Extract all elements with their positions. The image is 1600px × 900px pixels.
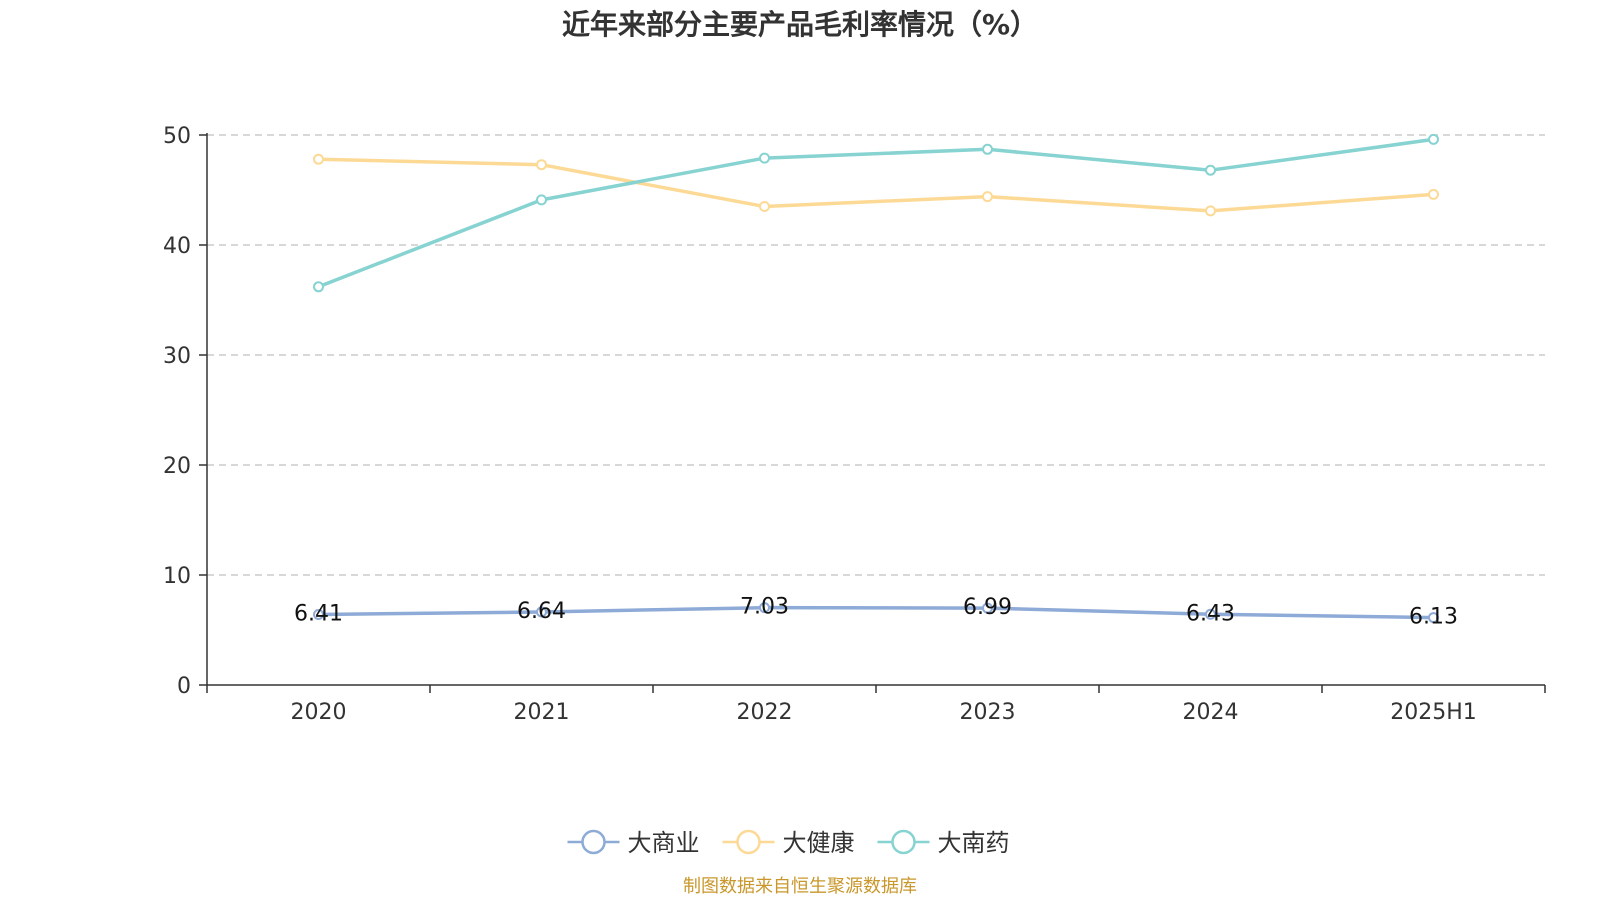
data-point xyxy=(759,152,770,164)
y-tick-label: 30 xyxy=(163,344,191,369)
x-tick-label: 2023 xyxy=(960,700,1016,725)
data-point xyxy=(982,143,993,155)
data-point xyxy=(536,194,547,206)
data-point xyxy=(759,602,770,614)
legend-item-1[interactable]: 大商业 xyxy=(567,829,700,857)
data-label: 6.41 xyxy=(294,601,343,626)
data-point xyxy=(982,602,993,614)
y-tick-label: 40 xyxy=(163,234,191,259)
legend-marker-icon xyxy=(736,829,761,855)
x-tick-label: 2024 xyxy=(1183,700,1239,725)
source-note: 制图数据来自恒生聚源数据库 xyxy=(683,876,917,897)
data-point xyxy=(1428,612,1439,624)
data-point xyxy=(1428,133,1439,145)
data-label: 7.03 xyxy=(740,595,789,620)
data-labels: 6.41 6.64 7.03 6.99 6.43 6.13 xyxy=(294,595,1458,630)
y-tick-label: 10 xyxy=(163,564,191,589)
y-tick-label: 0 xyxy=(177,674,191,699)
data-point xyxy=(536,606,547,618)
axes: 0 10 20 30 40 50 2020 2021 2022 2023 2024 2025H1 xyxy=(163,124,1546,725)
data-point xyxy=(759,201,770,212)
data-label: 6.13 xyxy=(1409,605,1458,630)
data-point xyxy=(1205,608,1216,620)
y-tick-label: 50 xyxy=(163,124,191,149)
legend[interactable]: 大商业 大健康 大南药 xyxy=(567,829,1010,857)
series-line-2 xyxy=(316,157,1436,213)
y-tick-label: 20 xyxy=(163,454,191,479)
data-label: 6.99 xyxy=(963,595,1012,620)
data-point xyxy=(1205,164,1216,176)
data-point xyxy=(313,153,324,165)
legend-label: 大南药 xyxy=(938,829,1010,857)
x-tick-label: 2020 xyxy=(291,700,347,725)
legend-item-3[interactable]: 大南药 xyxy=(877,829,1010,857)
data-point xyxy=(982,191,993,203)
series-lines xyxy=(313,133,1439,624)
chart-title: 近年来部分主要产品毛利率情况（%） xyxy=(562,8,1038,41)
data-point xyxy=(1428,188,1439,200)
x-tick-label: 2022 xyxy=(737,700,793,725)
data-point xyxy=(313,281,324,293)
legend-label: 大商业 xyxy=(628,829,700,857)
legend-item-2[interactable]: 大健康 xyxy=(722,829,855,857)
legend-marker-icon xyxy=(891,829,916,855)
data-point xyxy=(1205,205,1216,217)
x-tick-label: 2021 xyxy=(514,700,570,725)
legend-marker-icon xyxy=(581,829,606,855)
legend-label: 大健康 xyxy=(783,829,855,857)
data-label: 6.64 xyxy=(517,599,566,624)
x-tick-label: 2025H1 xyxy=(1390,700,1477,725)
data-point xyxy=(313,608,324,620)
series-line-1 xyxy=(316,605,1436,620)
data-point xyxy=(536,159,547,171)
data-label: 6.43 xyxy=(1186,601,1235,626)
series-line-3 xyxy=(316,137,1436,289)
